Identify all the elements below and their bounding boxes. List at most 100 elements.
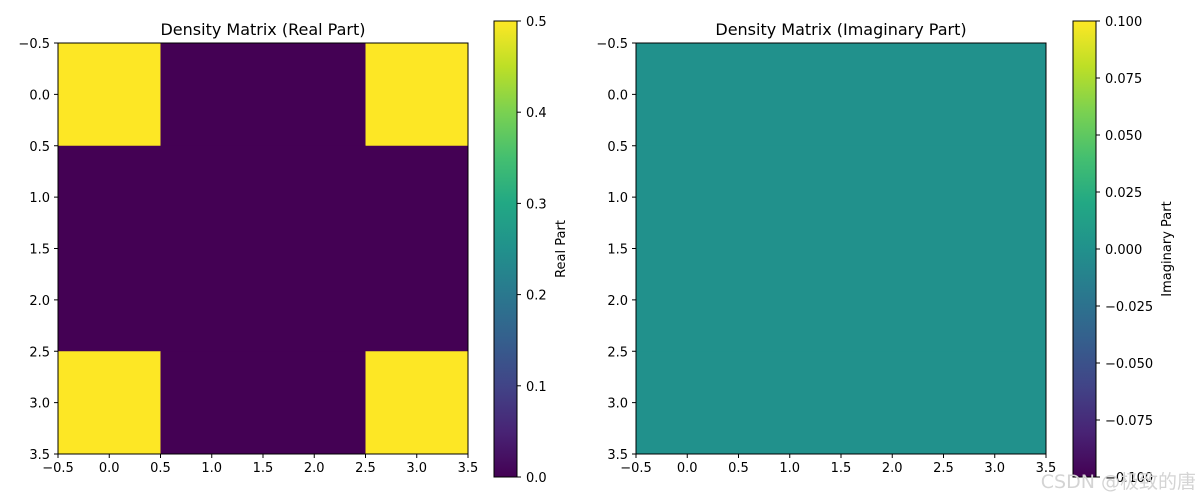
heatmap-cell-0-3 <box>943 43 1047 147</box>
heatmap-cell-1-3 <box>943 145 1047 249</box>
colorbar-tick-label: 0.4 <box>526 106 547 121</box>
heatmap-cell-2-3 <box>943 248 1047 352</box>
colorbar: 0.0 0.1 0.2 0.3 0.4 0.5 Real Part <box>493 15 569 486</box>
y-tick-label: 1.5 <box>607 243 628 258</box>
colorbar-tick-label: 0.025 <box>1105 186 1142 201</box>
colorbar-ticks: 0.0 0.1 0.2 0.3 0.4 0.5 <box>517 15 547 486</box>
heatmap-cell-0-1 <box>160 43 264 147</box>
colorbar-tick-label: 0.2 <box>526 289 547 304</box>
y-tick-label: 0.5 <box>607 140 628 155</box>
heatmap-cell-1-2 <box>841 145 944 249</box>
colorbar-tick-label: 0.5 <box>526 15 547 30</box>
heatmap-cell-0-1 <box>738 43 842 147</box>
colorbar-tick-label: 0.100 <box>1105 15 1142 30</box>
y-tick-label: 2.5 <box>29 345 50 360</box>
chart-title: Density Matrix (Imaginary Part) <box>715 20 966 39</box>
y-tick-label: 0.5 <box>29 140 50 155</box>
heatmap-cell-0-0 <box>636 43 739 147</box>
x-tick-label: 3.5 <box>458 461 479 476</box>
heatmap-cell-1-0 <box>636 145 739 249</box>
colorbar-label: Imaginary Part <box>1160 201 1175 296</box>
chart-title: Density Matrix (Real Part) <box>160 20 365 39</box>
y-tick-label: 3.5 <box>607 448 628 463</box>
x-tick-label: 3.5 <box>1036 461 1057 476</box>
x-tick-label: 2.0 <box>304 461 325 476</box>
colorbar-ticks: −0.100 −0.075 −0.050 −0.025 0.000 0.025 0.050 0… <box>1096 15 1153 486</box>
x-tick-label: 2.0 <box>882 461 903 476</box>
colorbar-tick-label: 0.050 <box>1105 129 1142 144</box>
heatmap-cell-3-0 <box>636 351 739 455</box>
x-axis: −0.5 0.0 0.5 1.0 1.5 2.0 2.5 3.0 3.5 <box>42 454 478 476</box>
chart-imaginary-part: Density Matrix (Imaginary Part) −0.5 0.0 0… <box>596 15 1175 486</box>
heatmap-cells <box>58 43 469 455</box>
y-tick-label: 3.5 <box>29 448 50 463</box>
heatmap-cell-1-1 <box>738 145 842 249</box>
colorbar-tick-label: 0.0 <box>526 471 547 486</box>
colorbar-tick-label: 0.075 <box>1105 72 1142 87</box>
heatmap-cell-2-1 <box>738 248 842 352</box>
x-tick-label: 1.0 <box>201 461 222 476</box>
x-tick-label: 3.0 <box>984 461 1005 476</box>
heatmap-cell-2-3 <box>365 248 469 352</box>
heatmap-cell-0-3 <box>365 43 469 147</box>
y-tick-label: −0.5 <box>18 37 50 52</box>
colorbar: −0.100 −0.075 −0.050 −0.025 0.000 0.025 0.050 0… <box>1072 15 1175 486</box>
y-tick-label: 3.0 <box>29 397 50 412</box>
x-tick-label: 1.0 <box>779 461 800 476</box>
heatmap-cell-1-0 <box>58 145 161 249</box>
heatmap-cells <box>636 43 1047 455</box>
colorbar-gradient <box>1072 20 1097 478</box>
y-axis: −0.5 0.0 0.5 1.0 1.5 2.0 2.5 3.0 3.5 <box>596 37 636 463</box>
heatmap-cell-2-2 <box>841 248 944 352</box>
heatmap-cell-0-0 <box>58 43 161 147</box>
x-tick-label: 0.0 <box>99 461 120 476</box>
x-tick-label: 2.5 <box>933 461 954 476</box>
colorbar-gradient <box>493 20 518 478</box>
heatmap-cell-3-0 <box>58 351 161 455</box>
heatmap-cell-3-1 <box>160 351 264 455</box>
x-tick-label: 0.5 <box>728 461 749 476</box>
y-tick-label: 1.0 <box>607 191 628 206</box>
colorbar-label: Real Part <box>554 220 569 278</box>
y-tick-label: 2.5 <box>607 345 628 360</box>
x-tick-label: 3.0 <box>406 461 427 476</box>
y-tick-label: 0.0 <box>607 88 628 103</box>
colorbar-tick-label: −0.050 <box>1105 357 1153 372</box>
colorbar-tick-label: −0.025 <box>1105 300 1153 315</box>
x-tick-label: −0.5 <box>620 461 652 476</box>
heatmap-cell-3-2 <box>841 351 944 455</box>
y-tick-label: 2.0 <box>29 294 50 309</box>
chart-real-part: Density Matrix (Real Part) −0.5 0.0 0.5 1.0… <box>18 15 569 486</box>
colorbar-tick-label: 0.3 <box>526 197 547 212</box>
x-axis: −0.5 0.0 0.5 1.0 1.5 2.0 2.5 3.0 3.5 <box>620 454 1056 476</box>
heatmap-cell-1-1 <box>160 145 264 249</box>
colorbar-tick-label: −0.075 <box>1105 414 1153 429</box>
heatmap-cell-2-0 <box>58 248 161 352</box>
watermark: CSDN @极致的唐 <box>1041 471 1196 493</box>
colorbar-tick-label: 0.000 <box>1105 243 1142 258</box>
heatmap-cell-2-2 <box>263 248 366 352</box>
heatmap-cell-1-2 <box>263 145 366 249</box>
y-tick-label: 1.0 <box>29 191 50 206</box>
heatmap-cell-3-3 <box>365 351 469 455</box>
colorbar-tick-label: −0.100 <box>1105 471 1153 486</box>
y-tick-label: −0.5 <box>596 37 628 52</box>
x-tick-label: 2.5 <box>355 461 376 476</box>
heatmap-cell-3-2 <box>263 351 366 455</box>
x-tick-label: 1.5 <box>831 461 852 476</box>
y-tick-label: 1.5 <box>29 243 50 258</box>
heatmap-cell-3-1 <box>738 351 842 455</box>
heatmap-cell-2-1 <box>160 248 264 352</box>
x-tick-label: 0.0 <box>677 461 698 476</box>
heatmap-cell-0-2 <box>263 43 366 147</box>
x-tick-label: 0.5 <box>150 461 171 476</box>
heatmap-cell-2-0 <box>636 248 739 352</box>
heatmap-cell-1-3 <box>365 145 469 249</box>
y-tick-label: 3.0 <box>607 397 628 412</box>
heatmap-cell-3-3 <box>943 351 1047 455</box>
y-axis: −0.5 0.0 0.5 1.0 1.5 2.0 2.5 3.0 3.5 <box>18 37 58 463</box>
heatmap-cell-0-2 <box>841 43 944 147</box>
x-tick-label: −0.5 <box>42 461 74 476</box>
colorbar-tick-label: 0.1 <box>526 380 547 395</box>
